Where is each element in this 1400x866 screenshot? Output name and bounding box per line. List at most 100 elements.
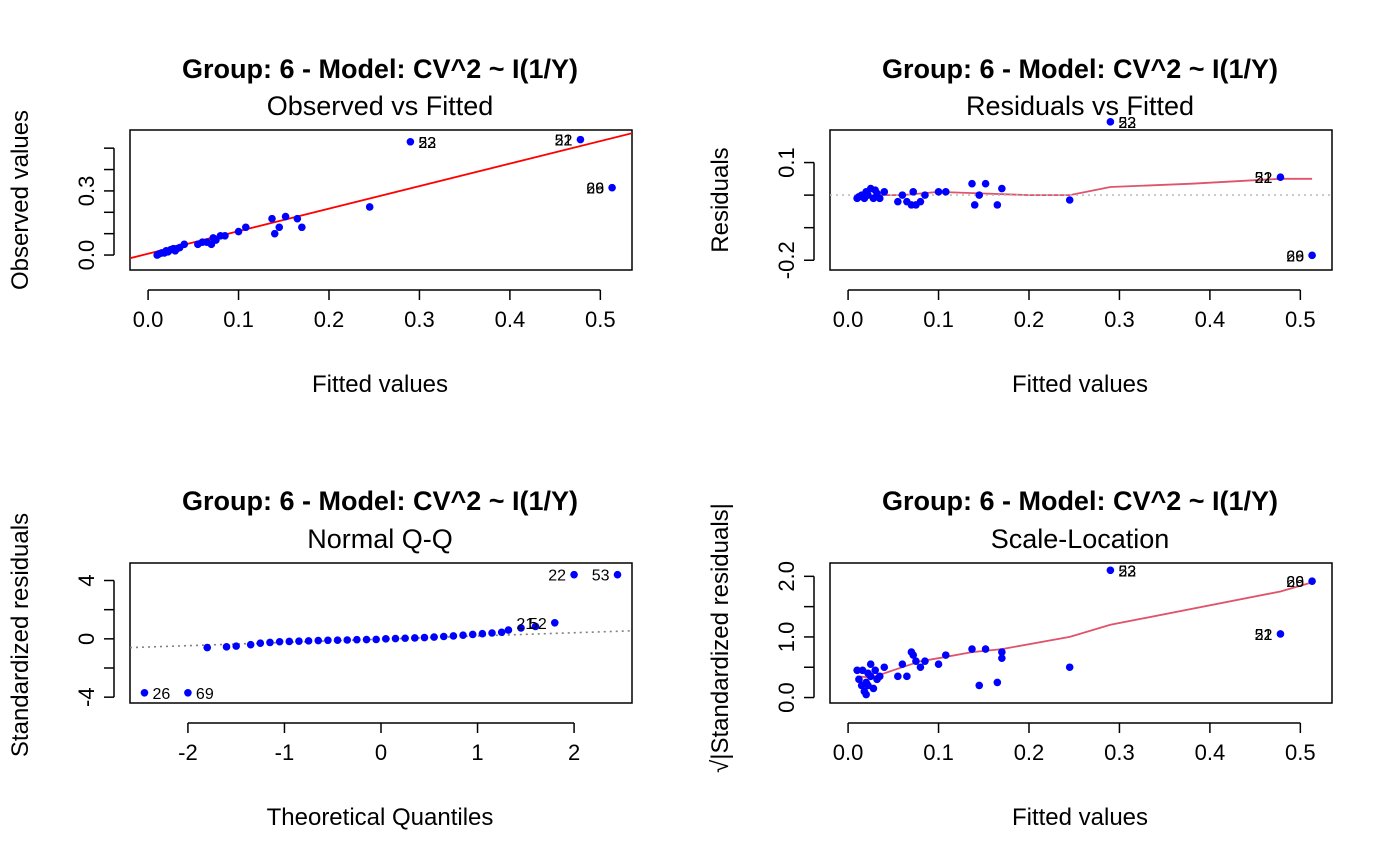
data-point — [898, 660, 907, 669]
x-tick-label: 1 — [471, 740, 483, 765]
x-tick-label: 0.3 — [404, 307, 435, 332]
panel-title: Group: 6 - Model: CV^2 ~ I(1/Y) — [882, 54, 1278, 84]
data-point — [862, 690, 870, 699]
point-label: 69 — [1286, 574, 1304, 591]
data-point — [304, 637, 313, 645]
data-point — [894, 672, 902, 681]
data-point — [998, 654, 1006, 662]
point-label: 21 — [516, 616, 534, 633]
data-point — [391, 634, 400, 643]
x-axis-label: Fitted values — [1012, 371, 1148, 398]
data-point — [468, 630, 477, 639]
data-point — [439, 632, 448, 641]
data-point — [981, 179, 990, 188]
data-point — [1308, 577, 1316, 585]
y-tick-label: 0.1 — [774, 147, 799, 178]
data-point — [866, 672, 875, 681]
data-point — [497, 628, 506, 637]
y-tick-label: 0.0 — [74, 240, 99, 271]
data-point — [866, 660, 875, 669]
plot-frame — [129, 562, 633, 704]
data-point — [921, 657, 929, 665]
data-point — [1106, 566, 1115, 575]
panel-residuals-vs-fitted: Group: 6 - Model: CV^2 ~ I(1/Y) Residual… — [707, 54, 1333, 398]
data-point — [880, 663, 889, 672]
data-point — [912, 657, 920, 665]
point-label: 53 — [1118, 563, 1136, 580]
data-point — [324, 636, 332, 645]
data-point — [909, 651, 918, 659]
data-point — [916, 197, 925, 206]
data-point — [241, 223, 250, 232]
point-label: 52 — [1255, 170, 1273, 187]
data-point — [998, 184, 1006, 193]
x-tick-label: 0.5 — [1285, 740, 1316, 765]
x-tick-label: 0.4 — [1195, 307, 1226, 332]
point-label: 69 — [1286, 248, 1304, 265]
data-point — [430, 633, 438, 641]
data-point — [353, 635, 361, 644]
data-point — [140, 688, 149, 697]
data-point — [1065, 196, 1074, 204]
panel-subtitle: Observed vs Fitted — [267, 91, 494, 121]
data-point — [478, 629, 487, 638]
data-point — [1106, 118, 1115, 126]
data-point — [1276, 630, 1285, 638]
data-point — [234, 227, 243, 236]
data-point — [184, 688, 192, 697]
x-tick-label: 0.2 — [1014, 307, 1045, 332]
data-point — [993, 678, 1002, 687]
point-label: 69 — [586, 181, 604, 198]
panel-observed-vs-fitted: Group: 6 - Model: CV^2 ~ I(1/Y) Observed… — [7, 54, 633, 398]
data-point — [246, 640, 255, 649]
x-tick-label: 0.2 — [314, 307, 345, 332]
data-point — [293, 214, 302, 223]
data-point — [869, 684, 878, 693]
data-point — [998, 648, 1006, 656]
data-point — [975, 681, 984, 690]
x-tick-label: 0.3 — [1104, 307, 1135, 332]
x-axis-label: Fitted values — [1012, 804, 1148, 831]
point-label: 53 — [1118, 115, 1136, 132]
data-point — [1308, 251, 1316, 260]
x-axis-label: Fitted values — [312, 371, 448, 398]
panel-subtitle: Normal Q-Q — [307, 524, 453, 554]
data-point — [531, 622, 540, 631]
x-tick-label: 0.0 — [833, 307, 864, 332]
data-point — [880, 188, 889, 196]
data-point — [608, 183, 616, 192]
data-point — [993, 201, 1002, 209]
data-point — [268, 214, 276, 223]
y-tick-label: 0.3 — [74, 176, 99, 207]
y-tick-label: -0.2 — [774, 241, 799, 279]
plot-frame — [129, 129, 633, 271]
point-label: 69 — [196, 686, 214, 703]
y-tick-label: -4 — [74, 687, 99, 707]
y-tick-label: 0.0 — [774, 682, 799, 713]
data-point — [420, 633, 429, 642]
data-point — [295, 637, 303, 645]
panel-title: Group: 6 - Model: CV^2 ~ I(1/Y) — [182, 486, 578, 516]
y-tick-label: 1.0 — [774, 622, 799, 653]
plot-frame — [829, 129, 1333, 271]
data-point — [576, 135, 585, 144]
point-label: 26 — [1286, 574, 1304, 591]
point-label: 26 — [586, 181, 604, 198]
y-axis-label: Residuals — [707, 147, 734, 252]
point-label: 22 — [1118, 115, 1136, 132]
data-point — [410, 634, 419, 642]
data-point — [898, 191, 907, 199]
x-tick-label: -1 — [275, 740, 295, 765]
data-point — [275, 223, 284, 232]
data-point — [934, 660, 943, 669]
data-point — [853, 666, 861, 675]
data-point — [343, 636, 352, 644]
data-point — [488, 629, 496, 637]
data-point — [221, 232, 229, 240]
data-point — [1276, 173, 1285, 182]
point-label: 52 — [555, 133, 573, 150]
data-point — [203, 643, 212, 652]
data-point — [504, 626, 513, 634]
data-point — [270, 229, 279, 238]
